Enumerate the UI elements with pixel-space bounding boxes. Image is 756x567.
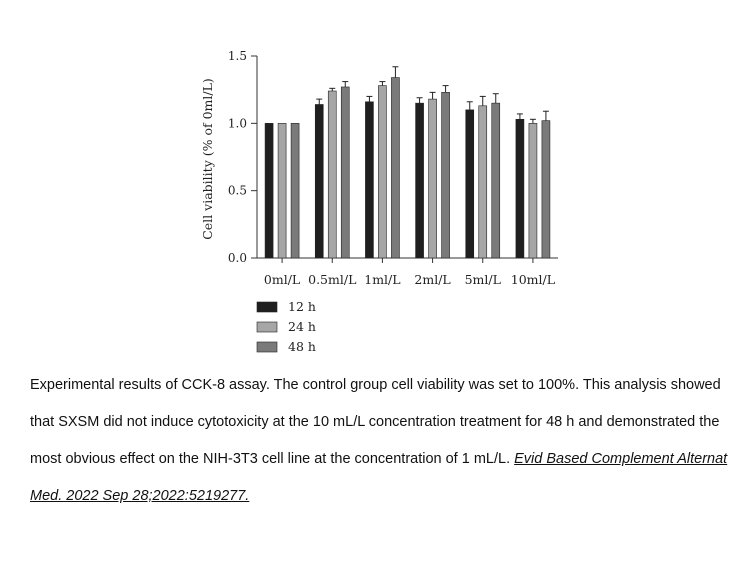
chart-bars — [264, 66, 551, 259]
legend-label: 48 h — [288, 339, 316, 354]
y-axis-label: Cell viability (% of 0ml/L) — [200, 78, 215, 240]
bar-24h-2 — [378, 85, 387, 259]
bar-24h-3 — [428, 98, 437, 259]
figure-caption: Experimental results of CCK-8 assay. The… — [30, 367, 742, 515]
legend-swatch — [256, 321, 278, 333]
chart-axes: 0.0 0.5 1.0 1.5 Cell viability (% of 0ml/L) 0… — [200, 49, 558, 287]
y-tick-label: 0.0 — [228, 251, 247, 265]
bar-chart: 0.0 0.5 1.0 1.5 Cell viability (% of 0ml/L) 0… — [200, 49, 558, 354]
bar-12h-4 — [465, 109, 475, 259]
bar-48h-1 — [340, 86, 350, 259]
caption-text: Experimental results of CCK-8 assay. The… — [30, 377, 721, 467]
bar-12h-0 — [264, 123, 274, 259]
legend-label: 12 h — [288, 299, 316, 314]
bar-48h-5 — [541, 120, 551, 259]
bar-24h-0 — [277, 123, 287, 259]
legend-swatch — [256, 301, 278, 313]
chart-legend: 12 h 24 h 48 h — [256, 299, 316, 354]
x-tick-label: 0ml/L — [264, 272, 300, 287]
x-tick-label: 0.5ml/L — [308, 272, 356, 287]
legend-swatch — [256, 341, 278, 353]
bar-48h-2 — [391, 77, 400, 259]
bar-12h-3 — [415, 102, 424, 259]
bar-24h-1 — [327, 90, 337, 259]
bar-12h-1 — [314, 104, 324, 259]
x-tick-label: 5ml/L — [465, 272, 501, 287]
x-tick-label: 1ml/L — [364, 272, 400, 287]
bar-48h-4 — [491, 102, 501, 259]
bar-48h-0 — [290, 123, 300, 259]
bar-12h-2 — [365, 101, 374, 259]
y-tick-label: 1.0 — [228, 116, 247, 130]
legend-label: 24 h — [288, 319, 316, 334]
bar-24h-5 — [528, 123, 538, 259]
y-tick-label: 0.5 — [228, 184, 247, 198]
citation-link[interactable]: Evid Based Complement Alternat Med. 2022… — [30, 451, 728, 504]
bar-48h-3 — [441, 92, 450, 259]
x-tick-label: 2ml/L — [414, 272, 450, 287]
bar-12h-5 — [515, 118, 525, 259]
y-tick-label: 1.5 — [228, 49, 247, 63]
bar-24h-4 — [478, 105, 488, 259]
x-tick-label: 10ml/L — [511, 272, 555, 287]
